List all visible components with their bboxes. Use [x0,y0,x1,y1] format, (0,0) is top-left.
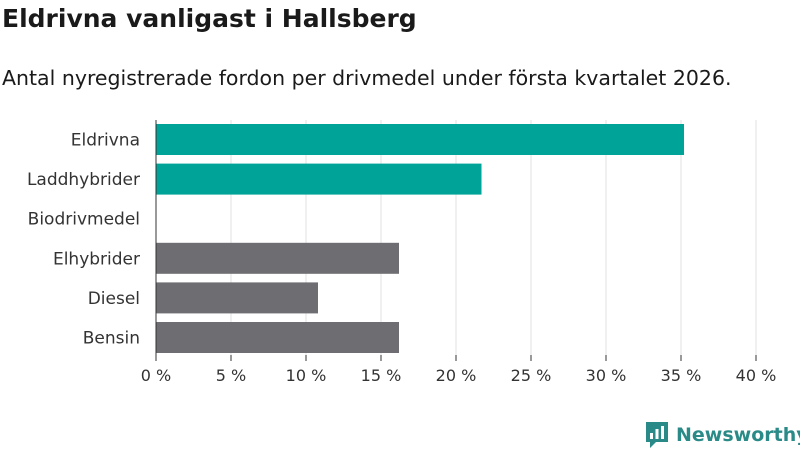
brand-name: Newsworthy [676,424,800,446]
category-label: Eldrivna [71,131,140,151]
x-tick-label: 5 % [216,366,246,385]
category-label: Diesel [88,289,140,309]
bar-elhybrider [156,242,399,274]
bar-eldrivna [156,124,684,155]
bar-bensin [156,322,399,353]
gridlines [230,120,757,355]
bar-chart: Eldrivna Laddhybrider Biodrivmedel Elhybrid… [27,120,777,385]
x-tick-label: 25 % [511,366,552,385]
chart-title: Eldrivna vanligast i Hallsberg [2,4,417,33]
x-axis: 0 % 5 % 10 % 15 % 20 % 25 % 30 % 35 % 40 % [141,120,777,385]
x-tick-label: 10 % [286,366,327,385]
category-label: Biodrivmedel [28,210,140,230]
category-labels: Eldrivna Laddhybrider Biodrivmedel Elhybrid… [27,131,140,349]
chart-subtitle: Antal nyregistrerade fordon per drivmede… [2,66,732,90]
bar-diesel [156,282,318,314]
category-label: Elhybrider [53,249,140,269]
bar-laddhybrider [156,163,482,195]
x-tick-label: 40 % [736,366,777,385]
x-tick-label: 30 % [586,366,627,385]
x-tick-label: 20 % [436,366,477,385]
brand-logo: Newsworthy [644,420,800,450]
newsworthy-logo-icon [646,422,668,448]
x-tick-label: 0 % [141,366,171,385]
category-label: Bensin [83,329,140,349]
x-tick-label: 15 % [361,366,402,385]
bars [156,124,684,353]
category-label: Laddhybrider [27,170,140,190]
x-tick-label: 35 % [661,366,702,385]
